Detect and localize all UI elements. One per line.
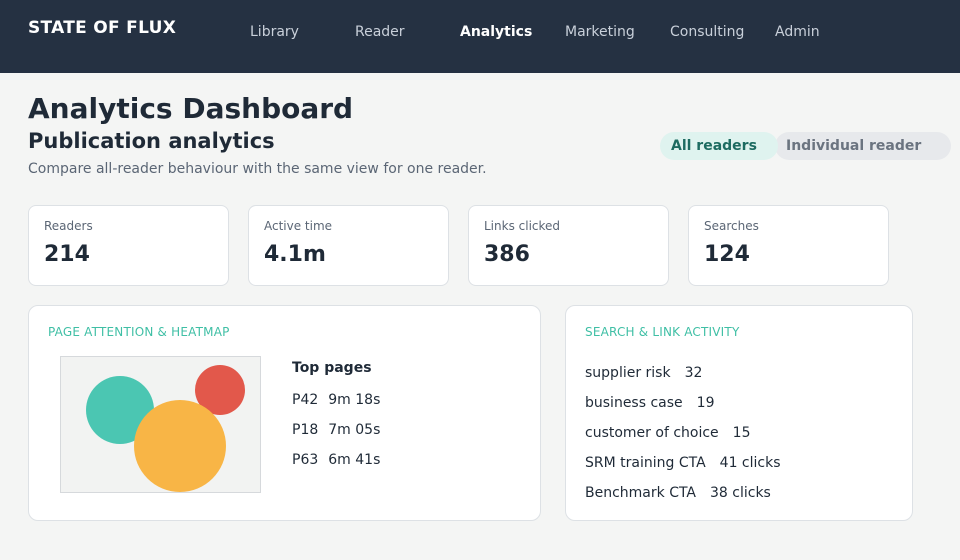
heatmap-blob-orange <box>134 400 226 492</box>
activity-term: SRM training CTA <box>585 455 706 471</box>
activity-count: 19 <box>696 395 715 411</box>
page-number: P42 <box>292 392 319 408</box>
stat-value: 214 <box>44 242 90 267</box>
page-subtitle: Publication analytics <box>28 129 275 153</box>
panel-title: PAGE ATTENTION & HEATMAP <box>48 325 230 339</box>
heatmap-blob-teal <box>86 376 154 444</box>
page-number: P63 <box>292 452 319 468</box>
page-heatmap[interactable] <box>60 356 261 493</box>
nav-item-analytics[interactable]: Analytics <box>460 24 533 40</box>
activity-count: 15 <box>732 425 751 441</box>
nav-item-marketing[interactable]: Marketing <box>565 24 635 40</box>
stat-value: 386 <box>484 242 530 267</box>
stat-value: 4.1m <box>264 242 326 267</box>
stat-label: Links clicked <box>484 219 561 233</box>
activity-term: customer of choice <box>585 425 719 441</box>
stat-label: Searches <box>704 219 759 233</box>
stat-label: Active time <box>264 219 333 233</box>
page-time: 9m 18s <box>328 392 381 408</box>
activity-row[interactable]: supplier risk 32 <box>585 365 702 381</box>
nav-item-admin[interactable]: Admin <box>775 24 820 40</box>
page-title: Analytics Dashboard <box>28 92 354 125</box>
top-pages-heading: Top pages <box>292 360 372 376</box>
nav-item-library[interactable]: Library <box>250 24 299 40</box>
activity-term: business case <box>585 395 683 411</box>
top-page-row[interactable]: P42 9m 18s <box>292 392 380 408</box>
brand-logo-text[interactable]: STATE OF FLUX <box>28 18 177 38</box>
top-page-row[interactable]: P63 6m 41s <box>292 452 380 468</box>
stat-label: Readers <box>44 219 93 233</box>
stat-card-links-clicked: Links clicked 386 <box>468 205 669 286</box>
stat-value: 124 <box>704 242 750 267</box>
toggle-individual-reader[interactable]: Individual reader <box>775 132 951 160</box>
activity-row[interactable]: Benchmark CTA 38 clicks <box>585 485 771 501</box>
activity-row[interactable]: SRM training CTA 41 clicks <box>585 455 781 471</box>
stat-card-active-time: Active time 4.1m <box>248 205 449 286</box>
activity-term: Benchmark CTA <box>585 485 697 501</box>
panel-title: SEARCH & LINK ACTIVITY <box>585 325 740 339</box>
search-link-activity-panel: SEARCH & LINK ACTIVITY supplier risk 32 b… <box>565 305 913 521</box>
stat-card-searches: Searches 124 <box>688 205 889 286</box>
top-navigation-bar: STATE OF FLUX Library Reader Analytics M… <box>0 0 960 73</box>
stat-card-readers: Readers 214 <box>28 205 229 286</box>
activity-row[interactable]: business case 19 <box>585 395 714 411</box>
toggle-all-readers[interactable]: All readers <box>660 132 778 160</box>
nav-item-reader[interactable]: Reader <box>355 24 405 40</box>
page-time: 7m 05s <box>328 422 381 438</box>
activity-count: 41 clicks <box>719 455 781 471</box>
page-number: P18 <box>292 422 319 438</box>
page-description: Compare all-reader behaviour with the sa… <box>28 161 487 177</box>
activity-count: 32 <box>684 365 703 381</box>
heatmap-graphic <box>86 365 245 492</box>
activity-term: supplier risk <box>585 365 671 381</box>
nav-item-consulting[interactable]: Consulting <box>670 24 745 40</box>
heatmap-blob-red <box>195 365 245 415</box>
page-time: 6m 41s <box>328 452 381 468</box>
top-page-row[interactable]: P18 7m 05s <box>292 422 380 438</box>
activity-count: 38 clicks <box>710 485 771 501</box>
page-attention-panel: PAGE ATTENTION & HEATMAP Top pages P42 9m… <box>28 305 541 521</box>
activity-row[interactable]: customer of choice 15 <box>585 425 750 441</box>
